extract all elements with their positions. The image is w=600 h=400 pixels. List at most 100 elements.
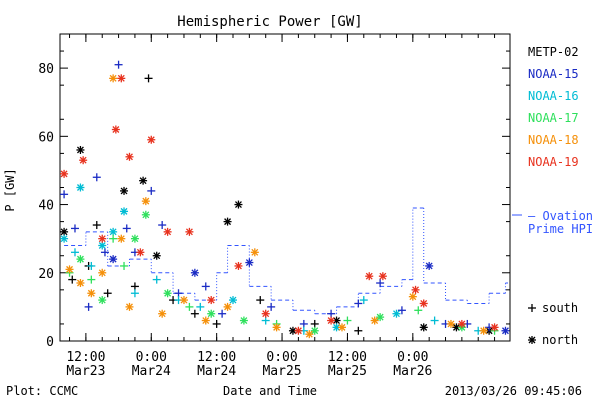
- x-tick-label-date: Mar23: [66, 364, 105, 379]
- data-point-noaa-18: [158, 309, 167, 318]
- data-point-noaa-19: [185, 227, 194, 236]
- y-tick-label: 80: [38, 62, 54, 77]
- data-point-noaa-18: [76, 279, 85, 288]
- data-point-noaa-15: [190, 268, 199, 277]
- data-point-noaa-16: [70, 248, 79, 257]
- data-point-noaa-15: [218, 309, 227, 318]
- data-point-noaa-18: [87, 289, 96, 298]
- data-point-noaa-17: [414, 306, 423, 315]
- data-point-metp-02: [452, 323, 461, 332]
- data-point-noaa-15: [397, 306, 406, 315]
- data-point-metp-02: [234, 200, 243, 209]
- data-point-noaa-19: [365, 272, 374, 281]
- data-point-noaa-15: [425, 261, 434, 270]
- data-point-metp-02: [130, 282, 139, 291]
- data-point-noaa-17: [207, 309, 216, 318]
- y-tick-label: 20: [38, 267, 54, 282]
- data-point-noaa-18: [125, 302, 134, 311]
- x-tick-label-time: 12:00: [328, 350, 367, 365]
- data-point-noaa-17: [87, 275, 96, 284]
- data-point-noaa-16: [430, 316, 439, 325]
- data-point-noaa-17: [376, 313, 385, 322]
- data-point-metp-02: [60, 227, 69, 236]
- legend-entry-ovation-hpi: Prime HPI: [528, 222, 593, 236]
- data-point-noaa-16: [87, 261, 96, 270]
- data-point-noaa-18: [179, 296, 188, 305]
- x-tick-label-date: Mar24: [132, 364, 171, 379]
- plot-frame: [59, 33, 511, 342]
- data-point-noaa-15: [92, 173, 101, 182]
- legend: METP-02 NOAA-15 NOAA-16 NOAA-17 NOAA-18 NOAA-…: [512, 45, 593, 347]
- data-point-noaa-15: [267, 302, 276, 311]
- data-point-noaa-16: [229, 296, 238, 305]
- data-point-noaa-17: [76, 255, 85, 264]
- data-point-noaa-19: [98, 234, 107, 243]
- data-point-noaa-16: [261, 316, 270, 325]
- data-point-noaa-19: [419, 299, 428, 308]
- data-point-noaa-19: [117, 74, 126, 83]
- data-point-noaa-15: [245, 258, 254, 267]
- data-point-noaa-19: [163, 227, 172, 236]
- data-point-noaa-19: [294, 326, 303, 335]
- data-point-noaa-16: [76, 183, 85, 192]
- data-point-noaa-19: [60, 169, 69, 178]
- data-point-noaa-15: [100, 248, 109, 257]
- data-point-noaa-16: [120, 207, 129, 216]
- data-point-noaa-15: [109, 255, 118, 264]
- data-point-metp-02: [120, 186, 129, 195]
- data-point-noaa-16: [109, 227, 118, 236]
- legend-entry-noaa-18: NOAA-18: [528, 133, 579, 147]
- data-point-noaa-17: [120, 261, 129, 270]
- data-point-metp-02: [256, 296, 265, 305]
- data-point-noaa-15: [327, 309, 336, 318]
- legend-entry-noaa-15: NOAA-15: [528, 67, 579, 81]
- data-point-noaa-18: [305, 330, 314, 339]
- data-point-metp-02: [92, 221, 101, 230]
- data-point-noaa-16: [359, 296, 368, 305]
- data-point-noaa-19: [79, 156, 88, 165]
- x-tick-label-time: 0:00: [397, 350, 428, 365]
- data-point-noaa-15: [299, 319, 308, 328]
- data-point-noaa-17: [163, 289, 172, 298]
- data-point-noaa-19: [234, 261, 243, 270]
- data-point-noaa-15: [84, 302, 93, 311]
- data-point-noaa-18: [98, 268, 107, 277]
- data-point-noaa-18: [337, 323, 346, 332]
- data-point-noaa-18: [65, 265, 74, 274]
- data-point-metp-02: [419, 323, 428, 332]
- legend-entry-noaa-16: NOAA-16: [528, 89, 579, 103]
- data-point-metp-02: [68, 275, 77, 284]
- data-point-noaa-15: [501, 326, 510, 335]
- data-point-noaa-19: [207, 296, 216, 305]
- data-point-noaa-19: [378, 272, 387, 281]
- data-point-noaa-18: [479, 326, 488, 335]
- data-point-noaa-18: [141, 197, 150, 206]
- data-point-noaa-15: [201, 282, 210, 291]
- x-tick-label-time: 0:00: [266, 350, 297, 365]
- x-tick-label-date: Mar25: [328, 364, 367, 379]
- data-point-noaa-18: [201, 316, 210, 325]
- data-point-metp-02: [103, 289, 112, 298]
- x-tick-label-time: 12:00: [66, 350, 105, 365]
- data-point-metp-02: [310, 319, 319, 328]
- data-point-noaa-16: [196, 302, 205, 311]
- legend-entry-ovation-hpi: — Ovation: [528, 209, 593, 223]
- y-tick-label: 0: [46, 335, 54, 350]
- data-point-noaa-19: [411, 285, 420, 294]
- data-point-noaa-17: [343, 316, 352, 325]
- data-point-noaa-18: [109, 74, 118, 83]
- data-point-noaa-18: [250, 248, 259, 257]
- data-point-metp-02: [144, 74, 153, 83]
- data-point-noaa-17: [109, 234, 118, 243]
- data-point-noaa-16: [98, 241, 107, 250]
- data-point-noaa-17: [98, 296, 107, 305]
- legend-entry-metp-02: METP-02: [528, 45, 579, 59]
- data-point-metp-02: [223, 217, 232, 226]
- data-point-metp-02: [139, 176, 148, 185]
- x-tick-label-date: Mar25: [262, 364, 301, 379]
- data-point-noaa-16: [130, 289, 139, 298]
- legend-entry-noaa-19: NOAA-19: [528, 155, 579, 169]
- data-point-noaa-19: [136, 248, 145, 257]
- marker-legend-south-symbol: [528, 304, 536, 312]
- data-point-noaa-15: [158, 221, 167, 230]
